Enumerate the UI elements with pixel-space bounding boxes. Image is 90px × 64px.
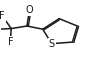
Text: F: F [0,24,1,34]
Text: F: F [0,11,5,21]
Text: F: F [7,37,13,47]
Text: O: O [25,5,33,15]
Text: S: S [49,39,55,49]
